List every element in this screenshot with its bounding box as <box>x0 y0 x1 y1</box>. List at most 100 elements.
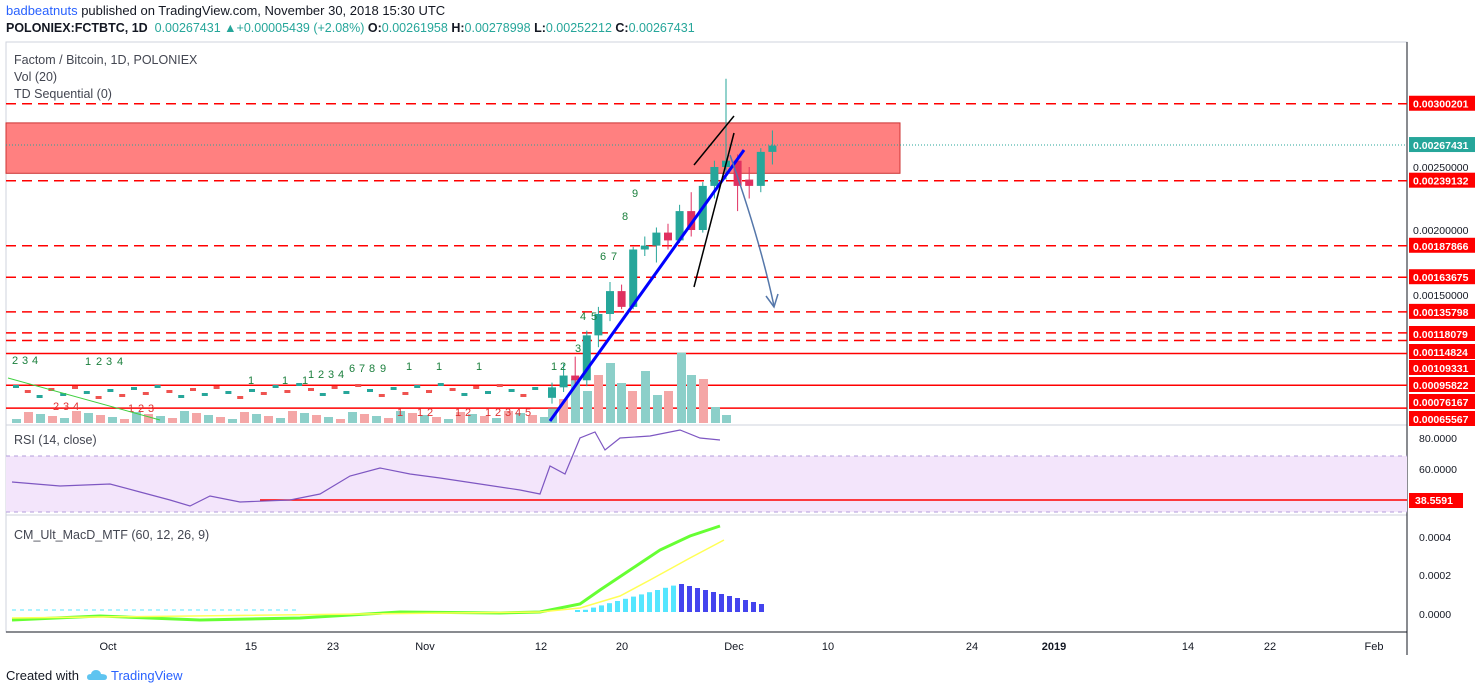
footer: Created with TradingView <box>6 668 183 683</box>
price-label-bg <box>1409 394 1475 409</box>
td-count-label: 3 <box>22 355 28 367</box>
td-count-label: 2 <box>465 407 471 419</box>
volume-bar <box>156 416 165 423</box>
candle-body <box>260 392 267 395</box>
candle-body <box>72 386 78 389</box>
x-tick-label: Nov <box>415 641 435 653</box>
td-count-label: 7 <box>359 363 365 375</box>
candle-body <box>225 391 232 394</box>
created-with-text: Created with <box>6 668 79 683</box>
volume-bar <box>492 418 501 423</box>
candle-body <box>508 389 515 392</box>
candle-body <box>213 386 220 389</box>
price-label-bg <box>1409 269 1475 285</box>
volume-bar <box>240 412 249 423</box>
macd-pane <box>5 514 1408 633</box>
candle-body <box>687 211 696 230</box>
volume-legend[interactable]: Vol (20) <box>14 70 58 84</box>
candle-body <box>559 375 568 388</box>
volume-bar <box>628 391 637 423</box>
tradingview-cloud-icon <box>86 670 107 680</box>
td-count-label: 2 <box>318 369 324 381</box>
macd-histogram-bar <box>607 603 612 612</box>
candle-body <box>390 387 397 390</box>
volume-bar <box>677 352 686 423</box>
td-count-label: 6 <box>600 251 606 263</box>
candle-body <box>745 179 754 186</box>
tradingview-brand[interactable]: TradingView <box>110 668 183 683</box>
price-axis-label: 0.00076167 <box>1413 397 1469 409</box>
price-label-bg <box>1409 237 1475 253</box>
td-count-label: 3 <box>148 403 154 415</box>
rsi-level-label: 38.5591 <box>1415 495 1453 507</box>
macd-legend[interactable]: CM_Ult_MacD_MTF (60, 12, 26, 9) <box>14 528 210 542</box>
candle-body <box>768 145 777 152</box>
rsi-label-bg <box>1409 493 1463 508</box>
volume-bar <box>264 416 273 423</box>
candle-body <box>331 386 338 389</box>
candle-body <box>13 385 19 388</box>
price-axis-label: 0.00135798 <box>1413 307 1469 319</box>
volume-bar <box>641 371 650 423</box>
macd-histogram-bar <box>615 601 620 612</box>
candle-body <box>190 388 196 391</box>
price-label-bg <box>1409 326 1475 341</box>
macd-histogram-bar <box>583 609 588 612</box>
forecast-arrow <box>729 154 775 307</box>
x-tick-label: 2019 <box>1042 641 1066 653</box>
td-count-label: 1 <box>85 356 91 368</box>
x-tick-label: 12 <box>535 641 547 653</box>
change-arrow-icon: ▲ <box>224 21 237 35</box>
macd-histogram-bar <box>655 590 660 612</box>
price-label-bg <box>1409 344 1475 359</box>
volume-bar <box>372 416 381 423</box>
td-count-label: 1 <box>302 375 308 387</box>
volume-bar <box>12 419 21 423</box>
volume-bar <box>571 379 580 423</box>
published-text: published on TradingView.com, November 3… <box>81 3 446 18</box>
candle-body <box>154 385 161 388</box>
volume-bar <box>60 418 69 423</box>
x-tick-label: Feb <box>1365 641 1384 653</box>
volume-bar <box>108 417 117 423</box>
macd-histogram-bar <box>687 586 692 612</box>
td-count-label: 6 <box>349 363 355 375</box>
macd-histogram-bar <box>671 585 676 612</box>
macd-axis-label: 0.0002 <box>1419 570 1451 582</box>
volume-bar <box>324 417 333 423</box>
author-link[interactable]: badbeatnuts <box>6 3 78 18</box>
candle-body <box>319 393 326 396</box>
rsi-legend[interactable]: RSI (14, close) <box>14 433 97 447</box>
last-price: 0.00267431 <box>154 21 221 35</box>
price-axis-label: 0.00163675 <box>1413 272 1469 284</box>
volume-bar <box>192 413 201 423</box>
td-count-label: 3 <box>505 407 511 419</box>
td-count-label: 9 <box>380 363 386 375</box>
x-tick-label: 24 <box>966 641 978 653</box>
volume-bar <box>204 415 213 423</box>
candle-body <box>296 383 303 386</box>
volume-bar <box>480 416 489 423</box>
td-count-label: 4 <box>580 311 586 323</box>
candle-body <box>284 390 291 393</box>
candle-body <box>142 392 149 395</box>
main-series-legend[interactable]: Factom / Bitcoin, 1D, POLONIEX <box>14 53 198 67</box>
macd-signal-line <box>11 539 725 619</box>
volume-bar <box>653 395 662 423</box>
candle-body <box>367 389 373 392</box>
td-count-label: 8 <box>622 211 628 223</box>
td-count-label: 2 <box>138 403 144 415</box>
price-axis-label: 0.00250000 <box>1413 162 1469 174</box>
macd-histogram-bar <box>575 610 580 612</box>
td-count-label: 1 <box>128 403 134 415</box>
td-count-label: 4 <box>338 369 344 381</box>
volume-bar <box>276 418 285 423</box>
candle-body <box>272 385 279 388</box>
x-tick-label: 23 <box>327 641 339 653</box>
volume-bar <box>528 415 537 423</box>
price-label-bg <box>1409 360 1475 375</box>
high-label: H: <box>451 21 465 35</box>
td-sequential-legend[interactable]: TD Sequential (0) <box>14 87 112 101</box>
candle-body <box>594 314 603 336</box>
